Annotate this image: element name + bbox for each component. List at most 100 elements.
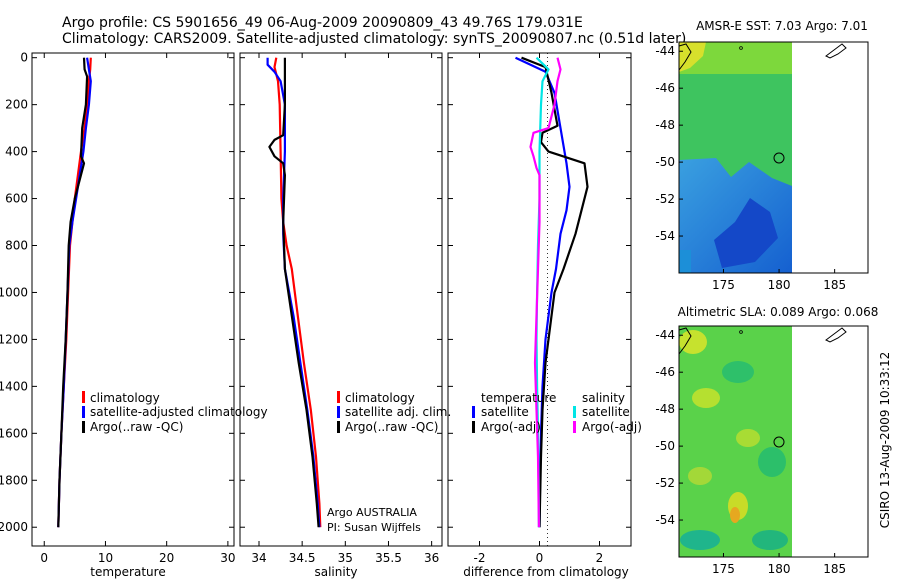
legend-swatch-satellite [82, 406, 85, 418]
y-tick-label: 800 [5, 239, 28, 253]
difference-x-axis: -2 0 2 [448, 53, 631, 565]
sla-low-patch [722, 361, 754, 383]
legend-swatch-temp-argo [472, 421, 475, 433]
sla-high-patch [688, 467, 712, 485]
sst-islet [739, 46, 743, 50]
sla-peak-patch [730, 507, 740, 523]
y-tick-label: 400 [5, 145, 28, 159]
map-y-tick-label: -54 [655, 229, 675, 243]
legend-swatch-argo [337, 421, 340, 433]
y-tick-label: 200 [5, 98, 28, 112]
sst-map-x-axis: 175 180 185 [712, 269, 846, 292]
series-line-temperature-argo-adj [521, 56, 589, 528]
series-line-climatology [273, 57, 322, 528]
map-x-tick-label: 175 [712, 278, 735, 292]
x-tick-label: 30 [220, 551, 235, 565]
x-tick-label: 36 [424, 551, 439, 565]
difference-series [515, 56, 589, 528]
legend-swatch-argo [82, 421, 85, 433]
series-line-salinity-argo-adj [529, 57, 562, 528]
sla-islet [739, 330, 743, 334]
map-y-tick-label: -44 [655, 44, 675, 58]
sla-map-frame [678, 325, 869, 558]
temperature-panel: 0 200 400 600 800 1000 1200 1400 1600 1800 2000 0 1… [0, 51, 268, 579]
difference-axis-label: difference from climatology [463, 565, 629, 579]
salinity-series [266, 57, 322, 528]
sla-high-patch [736, 429, 760, 447]
temperature-axes-frame [31, 52, 235, 547]
y-tick-label: 1200 [0, 332, 28, 346]
sla-low-patch [680, 530, 720, 550]
legend-label-sal-satellite: satellite [582, 405, 630, 419]
legend-header-salinity: salinity [582, 391, 625, 405]
x-tick-label: -2 [474, 551, 486, 565]
legend-label-climatology: climatology [90, 391, 160, 405]
legend-label-sal-argo: Argo(-adj) [582, 420, 642, 434]
temperature-series [57, 57, 92, 528]
salinity-legend: climatology satellite adj. clim. Argo(..… [337, 391, 451, 434]
salinity-panel: 34 34.5 35 35.5 36 salinity climatology sate… [239, 52, 451, 579]
difference-legend: temperature salinity satellite Argo(-adj… [472, 391, 642, 434]
series-line-satellite-adjusted-climatology [57, 57, 92, 528]
map-x-tick-label: 185 [823, 278, 846, 292]
y-tick-label: 600 [5, 192, 28, 206]
map-y-tick-label: -48 [655, 402, 675, 416]
map-y-tick-label: -50 [655, 155, 675, 169]
legend-label-satellite: satellite adj. clim. [345, 405, 451, 419]
temperature-legend: climatology satellite-adjusted climatolo… [82, 391, 268, 434]
temperature-x-axis: 0 10 20 30 [40, 53, 236, 565]
sla-map-x-axis: 175 180 185 [712, 553, 846, 576]
legend-swatch-temp-satellite [472, 406, 475, 418]
sst-coastline [678, 43, 692, 71]
legend-swatch-sal-satellite [573, 406, 576, 418]
legend-label-argo: Argo(..raw -QC) [90, 420, 183, 434]
pi-annotation: PI: Susan Wijffels [327, 521, 421, 534]
sla-map-title: Altimetric SLA: 0.089 Argo: 0.068 [678, 305, 879, 319]
x-tick-label: 2 [596, 551, 604, 565]
x-tick-label: 34.5 [289, 551, 316, 565]
x-tick-label: 35.5 [375, 551, 402, 565]
sla-map-panel: Altimetric SLA: 0.089 Argo: 0.068 -44 -46… [655, 305, 878, 576]
sla-low-patch [752, 530, 788, 550]
map-x-tick-label: 185 [823, 562, 846, 576]
sst-map-panel: AMSR-E SST: 7.03 Argo: 7.01 -44 -46 -48 -50… [655, 19, 869, 292]
map-y-tick-label: -52 [655, 192, 675, 206]
x-tick-label: 20 [159, 551, 174, 565]
sst-coldest-core [714, 198, 778, 268]
map-x-tick-label: 180 [768, 278, 791, 292]
sla-low-patch [758, 447, 786, 477]
temperature-y-axis: 0 200 400 600 800 1000 1200 1400 1600 1800 2000 [0, 51, 234, 534]
legend-label-satellite: satellite-adjusted climatology [90, 405, 268, 419]
sla-map-field [679, 326, 792, 557]
series-line-argo-raw-qc [268, 57, 320, 528]
x-tick-label: 0 [40, 551, 48, 565]
map-y-tick-label: -46 [655, 365, 675, 379]
x-tick-label: 0 [536, 551, 544, 565]
header-line-2: Climatology: CARS2009. Satellite-adjuste… [62, 31, 686, 47]
legend-swatch-sal-argo [573, 421, 576, 433]
map-x-tick-label: 175 [712, 562, 735, 576]
y-tick-label: 1800 [0, 473, 28, 487]
x-tick-label: 10 [98, 551, 113, 565]
sst-field-edge [679, 250, 691, 273]
legend-label-climatology: climatology [345, 391, 415, 405]
y-tick-label: 1600 [0, 426, 28, 440]
sst-map-title: AMSR-E SST: 7.03 Argo: 7.01 [696, 19, 868, 33]
legend-label-temp-satellite: satellite [481, 405, 529, 419]
sla-map-y-axis: -44 -46 -48 -50 -52 -54 [655, 328, 683, 527]
sla-coastline [678, 327, 692, 355]
sla-high-patch [679, 330, 707, 354]
legend-swatch-climatology [337, 391, 340, 403]
salinity-axes-frame [239, 52, 443, 547]
series-line-temperature-satellite [515, 56, 571, 528]
x-tick-label: 34 [251, 551, 266, 565]
sst-coastal-warm-patch [679, 42, 706, 72]
sla-island-coastline [825, 327, 847, 343]
legend-label-argo: Argo(..raw -QC) [345, 420, 438, 434]
sst-map-field [679, 42, 792, 273]
legend-swatch-satellite [337, 406, 340, 418]
map-y-tick-label: -54 [655, 513, 675, 527]
y-tick-label: 1400 [0, 379, 28, 393]
temperature-axis-label: temperature [90, 565, 165, 579]
